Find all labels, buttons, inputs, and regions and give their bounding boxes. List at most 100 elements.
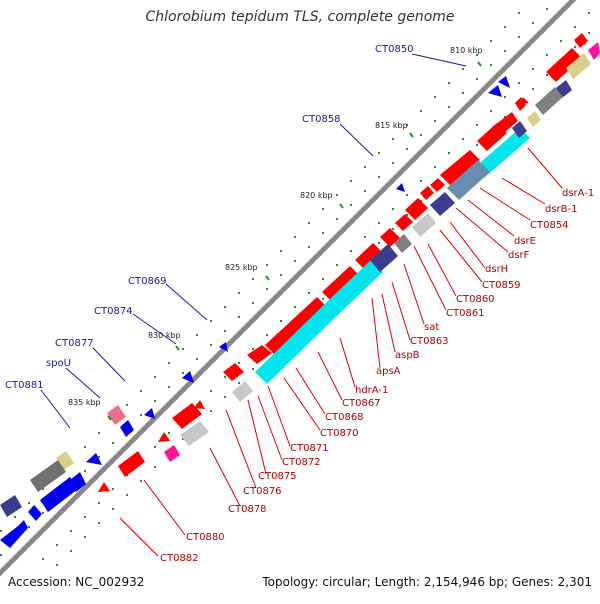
guide-dot <box>490 40 492 42</box>
gene-label: dsrE <box>514 236 536 247</box>
guide-dot <box>350 204 352 206</box>
gene-arrow <box>355 243 383 270</box>
guide-dot <box>98 456 100 458</box>
guide-dot <box>294 306 296 308</box>
guide-dot <box>168 362 170 364</box>
guide-dot <box>238 382 240 384</box>
guide-dot <box>140 414 142 416</box>
guide-dot <box>336 218 338 220</box>
gene-label: CT0869 <box>128 276 167 287</box>
guide-dot <box>112 508 114 510</box>
guide-dot <box>476 78 478 80</box>
gene-label: CT0850 <box>375 44 414 55</box>
guide-dot <box>406 194 408 196</box>
guide-dot <box>588 12 590 14</box>
gene-arrow <box>194 400 205 409</box>
gene-label: CT0868 <box>325 412 364 423</box>
accession-text: Accession: NC_002932 <box>8 575 145 589</box>
guide-dot <box>378 222 380 224</box>
gene-arrow <box>515 97 526 111</box>
guide-dot <box>462 68 464 70</box>
gene-label: CT0880 <box>186 532 225 543</box>
guide-dot <box>392 208 394 210</box>
gene-label: CT0867 <box>342 398 381 409</box>
gene-arrow <box>492 112 518 136</box>
pink-feature <box>107 405 126 425</box>
guide-dot <box>378 242 380 244</box>
guide-dot <box>392 228 394 230</box>
gene-label: CT0882 <box>160 553 199 564</box>
gene-label: hdrA-1 <box>355 385 388 396</box>
guide-dot <box>224 376 226 378</box>
gene-label: dsrB-1 <box>545 204 578 215</box>
guide-dot <box>350 250 352 252</box>
guide-dot <box>224 396 226 398</box>
gene-label: dsrA-1 <box>562 188 594 199</box>
guide-dot <box>70 550 72 552</box>
tick-label: 815 kbp <box>375 121 408 130</box>
guide-dot <box>476 54 478 56</box>
guide-dot <box>532 88 534 90</box>
outer-red-genes <box>98 36 586 492</box>
gene-label: CT0860 <box>456 294 495 305</box>
guide-dot <box>210 344 212 346</box>
tick-mark <box>409 132 414 138</box>
tick-mark <box>265 275 270 281</box>
gene-label: sat <box>424 322 439 333</box>
guide-dot <box>98 522 100 524</box>
genome-backbone <box>0 0 577 577</box>
guide-dot <box>154 446 156 448</box>
gene-label: CT0877 <box>55 338 94 349</box>
gene-arrow <box>118 451 145 477</box>
gene-arrow <box>86 453 102 465</box>
guide-dot <box>434 120 436 122</box>
guide-dot <box>266 264 268 266</box>
guide-dot <box>140 480 142 482</box>
genome-stats: Topology: circular; Length: 2,154,946 bp… <box>262 575 592 589</box>
guide-dot <box>252 302 254 304</box>
gene-arrow <box>265 297 327 355</box>
gray-feature <box>535 87 563 115</box>
guide-dot <box>476 124 478 126</box>
guide-dot <box>504 50 506 52</box>
guide-dot <box>0 554 2 556</box>
guide-dot <box>462 138 464 140</box>
guide-dot <box>532 22 534 24</box>
gene-arrow <box>223 363 244 381</box>
guide-dot <box>266 334 268 336</box>
gray-feature <box>30 460 66 492</box>
guide-dot <box>378 176 380 178</box>
tick-label: 825 kbp <box>225 263 258 272</box>
guide-dot <box>350 180 352 182</box>
guide-dot <box>14 516 16 518</box>
guide-dot <box>42 558 44 560</box>
cyan-feature <box>255 299 342 384</box>
guide-dot <box>112 488 114 490</box>
gene-label: CT0876 <box>243 486 282 497</box>
gene-arrow <box>498 76 510 88</box>
gene-arrow <box>420 186 434 200</box>
guide-dot <box>560 40 562 42</box>
guide-dot <box>224 330 226 332</box>
tick-mark <box>175 345 180 351</box>
guide-dot <box>518 82 520 84</box>
guide-dot <box>42 512 44 514</box>
guide-dot <box>182 438 184 440</box>
guide-dot <box>406 148 408 150</box>
guide-dot <box>434 96 436 98</box>
gene-arrow <box>247 345 272 364</box>
gene-arrow <box>120 420 134 437</box>
guide-dot <box>28 526 30 528</box>
guide-dot <box>322 208 324 210</box>
reverse-genes <box>0 76 510 548</box>
guide-dot <box>168 386 170 388</box>
gene-label: CT0861 <box>446 308 485 319</box>
gene-arrow <box>40 477 78 512</box>
guide-dot <box>0 530 2 532</box>
navy-feature <box>370 244 398 272</box>
guide-dot <box>364 190 366 192</box>
gene-arrow <box>182 371 194 383</box>
guide-dot <box>448 82 450 84</box>
guide-dot <box>406 214 408 216</box>
gene-label: CT0859 <box>482 280 521 291</box>
